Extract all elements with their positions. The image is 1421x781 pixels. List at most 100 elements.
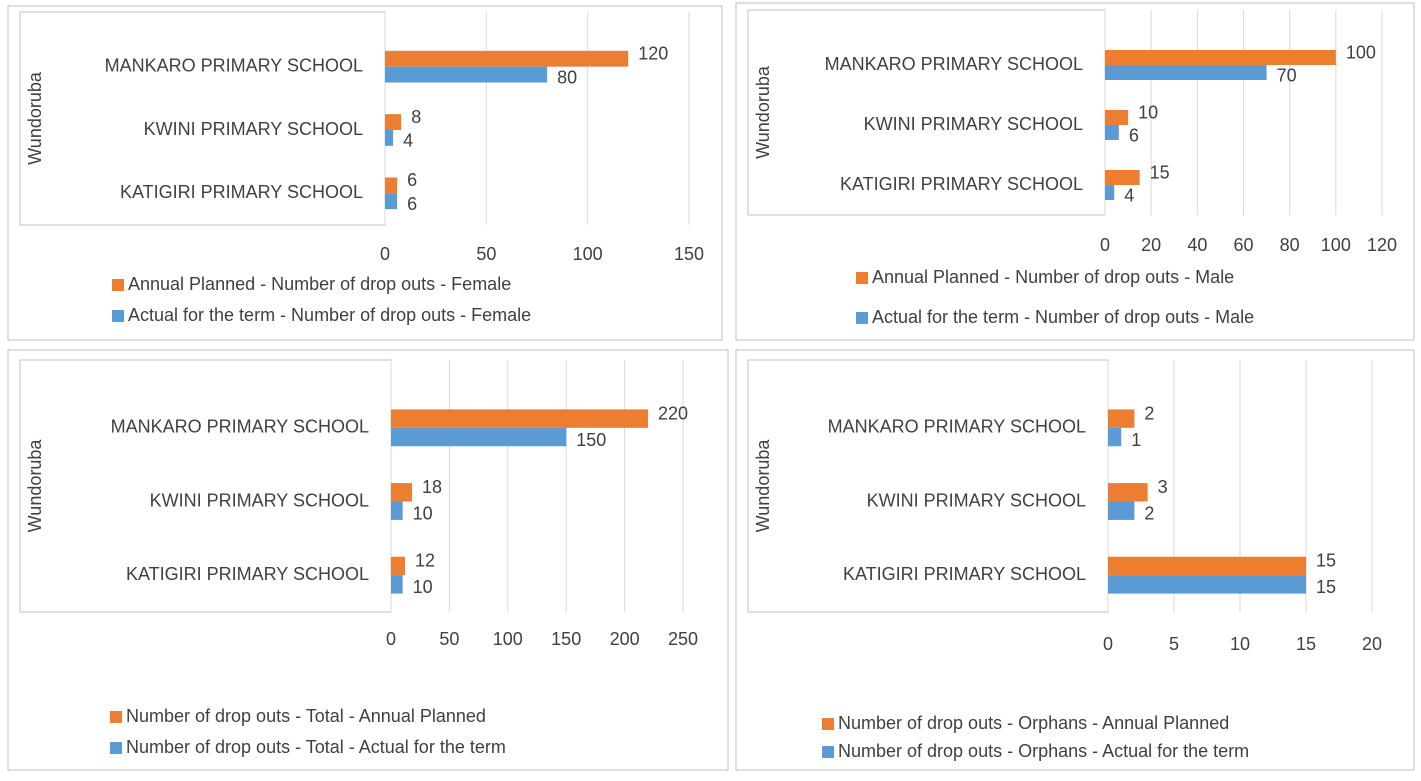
bar bbox=[1105, 185, 1115, 200]
category-panel bbox=[747, 359, 1109, 613]
bar bbox=[385, 177, 398, 194]
bar bbox=[385, 114, 402, 130]
data-label: 12 bbox=[415, 551, 435, 571]
category-panel bbox=[19, 11, 386, 226]
data-label: 10 bbox=[1138, 102, 1158, 122]
x-tick-label: 10 bbox=[1230, 634, 1250, 654]
legend-label: Number of drop outs - Orphans - Actual f… bbox=[838, 741, 1249, 761]
data-label: 8 bbox=[411, 107, 421, 127]
legend-swatch bbox=[112, 279, 124, 291]
legend-swatch bbox=[110, 711, 122, 723]
group-label: Wundoruba bbox=[25, 71, 45, 165]
bar bbox=[385, 50, 629, 67]
bar bbox=[385, 130, 394, 146]
data-label: 70 bbox=[1277, 65, 1297, 85]
bar bbox=[391, 501, 403, 520]
x-tick-label: 50 bbox=[439, 629, 459, 649]
bar bbox=[1108, 501, 1135, 520]
bar bbox=[391, 427, 567, 447]
data-label: 6 bbox=[1129, 125, 1139, 145]
x-tick-label: 40 bbox=[1187, 235, 1207, 255]
x-tick-label: 15 bbox=[1296, 634, 1316, 654]
category-label: KWINI PRIMARY SCHOOL bbox=[144, 119, 363, 139]
legend-swatch bbox=[856, 312, 868, 324]
bar bbox=[1105, 65, 1267, 80]
legend-swatch bbox=[110, 742, 122, 754]
x-tick-label: 150 bbox=[551, 629, 581, 649]
legend-label: Number of drop outs - Total - Annual Pla… bbox=[126, 706, 486, 726]
bar bbox=[1108, 575, 1306, 594]
legend-label: Number of drop outs - Orphans - Annual P… bbox=[838, 713, 1229, 733]
data-label: 2 bbox=[1144, 403, 1154, 423]
data-label: 6 bbox=[407, 194, 417, 214]
category-label: MANKARO PRIMARY SCHOOL bbox=[825, 54, 1083, 74]
data-label: 3 bbox=[1158, 477, 1168, 497]
legend-swatch bbox=[856, 272, 868, 284]
bar bbox=[1105, 170, 1140, 185]
x-tick-label: 0 bbox=[386, 629, 396, 649]
bar bbox=[391, 483, 413, 502]
x-tick-label: 200 bbox=[610, 629, 640, 649]
legend-label: Number of drop outs - Total - Actual for… bbox=[126, 737, 506, 757]
x-tick-label: 5 bbox=[1169, 634, 1179, 654]
x-tick-label: 0 bbox=[1103, 634, 1113, 654]
data-label: 15 bbox=[1150, 162, 1170, 182]
data-label: 220 bbox=[658, 403, 688, 423]
x-tick-label: 20 bbox=[1362, 634, 1382, 654]
legend-label: Actual for the term - Number of drop out… bbox=[872, 307, 1254, 327]
category-label: KATIGIRI PRIMARY SCHOOL bbox=[843, 564, 1086, 584]
x-tick-label: 60 bbox=[1233, 235, 1253, 255]
bar bbox=[385, 193, 398, 210]
data-label: 4 bbox=[403, 131, 413, 151]
data-label: 10 bbox=[413, 577, 433, 597]
bar bbox=[1108, 483, 1148, 502]
bar bbox=[1105, 50, 1336, 65]
x-tick-label: 100 bbox=[493, 629, 523, 649]
x-tick-label: 120 bbox=[1367, 235, 1397, 255]
legend-swatch bbox=[112, 310, 124, 322]
bar bbox=[1108, 409, 1135, 428]
category-label: KWINI PRIMARY SCHOOL bbox=[867, 490, 1086, 510]
legend-label: Actual for the term - Number of drop out… bbox=[128, 305, 531, 325]
x-tick-label: 150 bbox=[674, 244, 704, 264]
data-label: 100 bbox=[1346, 42, 1376, 62]
data-label: 120 bbox=[638, 44, 668, 64]
category-label: KWINI PRIMARY SCHOOL bbox=[864, 114, 1083, 134]
data-label: 80 bbox=[557, 67, 577, 87]
bar bbox=[391, 575, 403, 594]
group-label: Wundoruba bbox=[25, 439, 45, 533]
x-tick-label: 100 bbox=[573, 244, 603, 264]
bar bbox=[385, 66, 548, 83]
category-label: KWINI PRIMARY SCHOOL bbox=[150, 490, 369, 510]
x-tick-label: 0 bbox=[380, 244, 390, 264]
legend-swatch bbox=[822, 746, 834, 758]
data-label: 4 bbox=[1124, 185, 1134, 205]
bar bbox=[1108, 427, 1122, 447]
data-label: 10 bbox=[413, 503, 433, 523]
category-label: MANKARO PRIMARY SCHOOL bbox=[105, 55, 363, 75]
x-tick-label: 100 bbox=[1321, 235, 1351, 255]
bar bbox=[1108, 556, 1306, 576]
category-panel bbox=[19, 359, 392, 613]
category-label: MANKARO PRIMARY SCHOOL bbox=[828, 417, 1086, 437]
x-tick-label: 80 bbox=[1280, 235, 1300, 255]
category-label: KATIGIRI PRIMARY SCHOOL bbox=[126, 564, 369, 584]
data-label: 6 bbox=[407, 170, 417, 190]
legend-swatch bbox=[822, 718, 834, 730]
data-label: 15 bbox=[1316, 551, 1336, 571]
bar bbox=[391, 409, 648, 428]
category-label: KATIGIRI PRIMARY SCHOOL bbox=[120, 182, 363, 202]
legend-label: Annual Planned - Number of drop outs - F… bbox=[128, 274, 511, 294]
x-tick-label: 250 bbox=[668, 629, 698, 649]
group-label: Wundoruba bbox=[753, 439, 773, 533]
data-label: 15 bbox=[1316, 577, 1336, 597]
bar bbox=[1105, 110, 1129, 125]
data-label: 150 bbox=[576, 430, 606, 450]
x-tick-label: 0 bbox=[1100, 235, 1110, 255]
data-label: 1 bbox=[1131, 430, 1141, 450]
bar bbox=[391, 556, 406, 576]
group-label: Wundoruba bbox=[753, 65, 773, 159]
category-label: MANKARO PRIMARY SCHOOL bbox=[111, 417, 369, 437]
